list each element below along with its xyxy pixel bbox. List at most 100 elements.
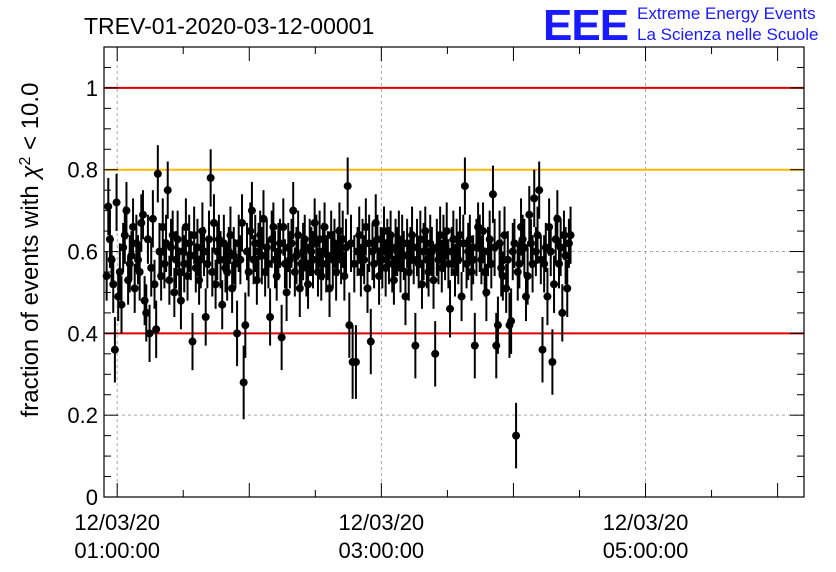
- data-point: [482, 288, 491, 297]
- axis-ticks: 0 0.2 0.4 0.6 0.8 1 12/03/20 01:00:00 12/03/20 03…: [67, 46, 804, 563]
- data-point: [310, 218, 319, 227]
- data-point: [267, 235, 276, 244]
- data-point: [556, 243, 565, 252]
- data-point: [256, 231, 265, 240]
- data-point: [328, 255, 337, 264]
- data-point: [432, 243, 441, 252]
- data-point: [269, 223, 278, 231]
- logo-letters: EEE: [543, 1, 628, 50]
- data-point: [178, 247, 187, 256]
- data-point: [183, 272, 192, 281]
- data-point: [373, 235, 382, 244]
- data-point: [406, 247, 415, 256]
- data-point: [234, 239, 243, 248]
- data-point: [502, 284, 511, 293]
- data-point: [525, 210, 534, 219]
- data-point: [155, 247, 164, 256]
- chart-title: TREV-01-2020-03-12-00001: [84, 13, 374, 39]
- data-point: [370, 259, 379, 268]
- data-point: [368, 247, 377, 256]
- data-point: [383, 239, 392, 248]
- data-point: [185, 239, 194, 248]
- data-point: [150, 280, 159, 289]
- data-point: [454, 255, 463, 264]
- data-point: [361, 223, 370, 231]
- data-point: [320, 223, 329, 231]
- data-points: [102, 169, 575, 440]
- data-point: [117, 300, 126, 309]
- data-point: [259, 214, 268, 223]
- data-point: [484, 247, 493, 256]
- data-point: [330, 239, 339, 248]
- data-point: [450, 268, 459, 276]
- x-tick-label-date: 12/03/20: [603, 510, 689, 535]
- y-axis-title: fraction of events with χ2 < 10.0: [17, 83, 45, 418]
- y-axis-title-main: fraction of events with: [17, 179, 44, 418]
- data-point: [535, 186, 544, 195]
- data-point: [434, 255, 443, 264]
- data-point: [226, 231, 235, 240]
- data-point: [104, 202, 113, 211]
- data-point: [125, 259, 134, 268]
- data-point: [132, 239, 141, 248]
- data-point: [553, 214, 562, 223]
- error-bars: [105, 145, 572, 469]
- eee-logo: EEE Extreme Energy Events La Scienza nel…: [543, 1, 818, 50]
- data-point: [507, 317, 516, 326]
- x-tick-label-date: 12/03/20: [74, 510, 160, 535]
- data-point: [363, 284, 372, 293]
- data-point: [332, 268, 341, 276]
- data-point: [239, 378, 248, 387]
- data-point: [180, 259, 189, 268]
- data-point: [498, 272, 507, 281]
- data-point: [518, 235, 527, 244]
- data-point: [304, 280, 313, 289]
- data-point: [218, 300, 227, 309]
- x-tick-label-time: 03:00:00: [339, 538, 425, 563]
- data-point: [517, 223, 526, 231]
- data-point: [564, 239, 573, 248]
- data-point: [140, 296, 149, 305]
- data-point: [173, 235, 182, 244]
- data-point: [163, 186, 172, 195]
- data-point: [122, 206, 131, 215]
- data-point: [211, 280, 220, 289]
- data-point: [465, 235, 474, 244]
- data-point: [200, 247, 209, 256]
- data-point: [487, 259, 496, 268]
- data-point: [153, 169, 162, 178]
- data-point: [480, 268, 489, 276]
- data-point: [213, 247, 222, 256]
- data-point: [371, 218, 380, 227]
- data-point: [512, 431, 521, 440]
- data-point: [201, 313, 210, 321]
- data-point: [485, 235, 494, 244]
- data-point: [292, 251, 301, 260]
- data-point: [566, 231, 575, 240]
- data-point: [446, 304, 455, 313]
- data-point: [388, 259, 397, 268]
- data-point: [142, 308, 151, 317]
- data-point: [289, 206, 298, 215]
- data-point: [322, 259, 331, 268]
- x-tick-label-time: 05:00:00: [603, 538, 689, 563]
- data-point: [399, 251, 408, 260]
- data-point: [175, 268, 184, 276]
- data-point: [538, 345, 547, 354]
- data-point: [236, 255, 245, 264]
- data-point: [325, 284, 334, 293]
- data-point: [333, 247, 342, 256]
- data-point: [257, 251, 266, 260]
- data-point: [543, 292, 552, 301]
- data-point: [129, 223, 138, 231]
- data-point: [176, 296, 185, 305]
- data-point: [195, 276, 204, 285]
- data-point: [500, 231, 509, 240]
- data-point: [375, 272, 384, 281]
- data-point: [124, 276, 133, 285]
- data-point: [351, 358, 360, 366]
- data-point: [238, 218, 247, 227]
- y-axis-title-superscript: 2: [17, 157, 34, 166]
- data-point: [120, 231, 129, 240]
